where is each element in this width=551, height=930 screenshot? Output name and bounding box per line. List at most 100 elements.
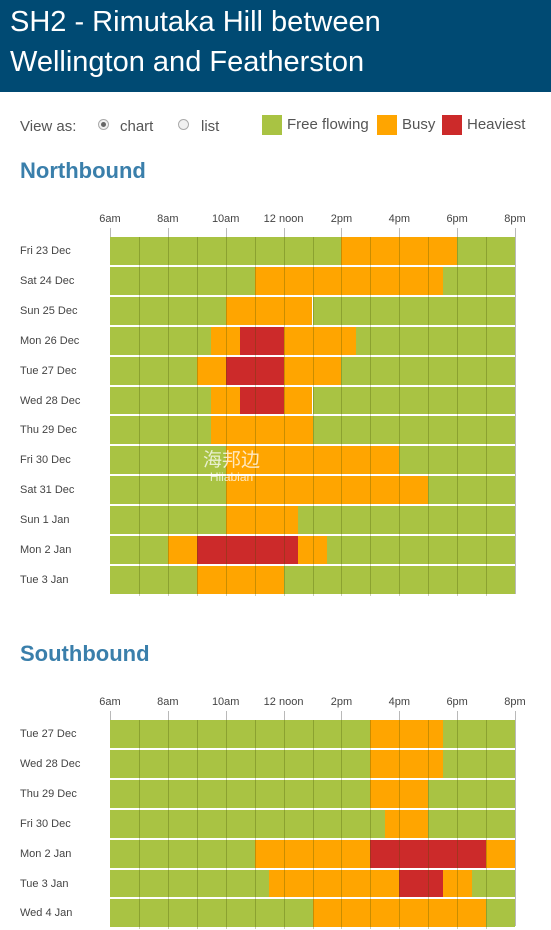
traffic-cell-busy[interactable] xyxy=(269,869,400,900)
day-label: Tue 27 Dec xyxy=(20,728,77,740)
traffic-cell-heavy[interactable] xyxy=(399,869,443,900)
traffic-cell-free[interactable] xyxy=(110,749,371,780)
traffic-cell-free[interactable] xyxy=(298,506,515,536)
radio-chart-icon[interactable] xyxy=(98,119,109,130)
traffic-cell-free[interactable] xyxy=(312,296,515,327)
traffic-cell-busy[interactable] xyxy=(312,899,487,930)
traffic-cell-free[interactable] xyxy=(110,506,226,536)
hour-gridline xyxy=(283,720,285,930)
traffic-cell-free[interactable] xyxy=(399,446,515,477)
hour-gridline xyxy=(254,237,256,596)
traffic-cell-free[interactable] xyxy=(110,356,197,387)
row-separator xyxy=(110,384,515,387)
traffic-cell-heavy[interactable] xyxy=(240,386,284,417)
traffic-cell-busy[interactable] xyxy=(298,536,327,566)
day-label: Mon 2 Jan xyxy=(20,847,72,860)
traffic-cell-free[interactable] xyxy=(442,749,515,780)
traffic-cell-free[interactable] xyxy=(471,869,515,900)
day-label: Wed 28 Dec xyxy=(20,757,81,770)
traffic-cell-busy[interactable] xyxy=(370,720,443,750)
traffic-cell-heavy[interactable] xyxy=(240,326,284,357)
traffic-cell-busy[interactable] xyxy=(283,356,342,387)
traffic-cell-busy[interactable] xyxy=(211,386,241,417)
page-header: SH2 - Rimutaka Hill between Wellington a… xyxy=(0,0,551,92)
traffic-cell-free[interactable] xyxy=(110,476,226,507)
traffic-cell-free[interactable] xyxy=(110,386,212,417)
traffic-cell-busy[interactable] xyxy=(341,237,458,267)
hour-gridline xyxy=(225,237,227,596)
traffic-cell-busy[interactable] xyxy=(167,536,197,566)
traffic-cell-free[interactable] xyxy=(283,565,515,596)
traffic-cell-free[interactable] xyxy=(355,326,515,357)
hour-gridline xyxy=(486,720,488,930)
traffic-cell-heavy[interactable] xyxy=(225,356,284,387)
traffic-cell-busy[interactable] xyxy=(283,386,313,417)
traffic-cell-free[interactable] xyxy=(312,416,515,447)
traffic-cell-free[interactable] xyxy=(341,356,515,387)
view-option-list[interactable]: list xyxy=(201,118,220,135)
hour-gridline xyxy=(312,237,314,596)
traffic-cell-busy[interactable] xyxy=(225,506,299,536)
traffic-cell-free[interactable] xyxy=(110,266,255,297)
traffic-cell-free[interactable] xyxy=(312,386,515,417)
traffic-cell-busy[interactable] xyxy=(211,416,313,447)
traffic-cell-free[interactable] xyxy=(486,899,515,930)
traffic-cell-free[interactable] xyxy=(110,839,255,870)
x-tick-label: 6pm xyxy=(446,696,468,708)
traffic-cell-free[interactable] xyxy=(110,536,168,566)
traffic-cell-busy[interactable] xyxy=(254,839,371,870)
traffic-cell-free[interactable] xyxy=(110,565,197,596)
traffic-cell-free[interactable] xyxy=(110,416,212,447)
traffic-cell-free[interactable] xyxy=(110,296,226,327)
traffic-cell-heavy[interactable] xyxy=(370,839,487,870)
row-separator xyxy=(110,324,515,327)
traffic-cell-free[interactable] xyxy=(457,237,515,267)
traffic-cell-free[interactable] xyxy=(442,266,515,297)
hour-gridline xyxy=(428,720,430,930)
traffic-cell-free[interactable] xyxy=(110,899,313,930)
row-separator xyxy=(110,444,515,447)
view-option-chart[interactable]: chart xyxy=(120,118,154,135)
traffic-cell-free[interactable] xyxy=(442,720,515,750)
traffic-cell-free[interactable] xyxy=(428,476,515,507)
day-label: Wed 28 Dec xyxy=(20,394,81,407)
traffic-cell-busy[interactable] xyxy=(225,476,429,507)
traffic-cell-busy[interactable] xyxy=(225,296,313,327)
row-separator xyxy=(110,747,515,750)
day-label: Sun 25 Dec xyxy=(20,304,78,317)
x-tick-label: 2pm xyxy=(330,696,353,708)
page-title-line2: Wellington and Featherston xyxy=(10,46,365,78)
traffic-cell-busy[interactable] xyxy=(211,326,241,357)
traffic-cell-free[interactable] xyxy=(110,237,342,267)
traffic-cell-free[interactable] xyxy=(110,446,226,477)
traffic-cell-free[interactable] xyxy=(110,779,371,810)
traffic-cell-busy[interactable] xyxy=(442,869,472,900)
traffic-cell-free[interactable] xyxy=(110,809,385,840)
hour-gridline xyxy=(254,720,256,930)
traffic-cell-free[interactable] xyxy=(326,536,515,566)
x-tick-label: 2pm xyxy=(330,213,353,225)
traffic-cell-free[interactable] xyxy=(428,809,515,840)
traffic-cell-busy[interactable] xyxy=(370,779,429,810)
traffic-cell-free[interactable] xyxy=(428,779,515,810)
traffic-cell-busy[interactable] xyxy=(254,266,443,297)
traffic-cell-busy[interactable] xyxy=(225,446,400,477)
traffic-cell-busy[interactable] xyxy=(384,809,429,840)
traffic-cell-heavy[interactable] xyxy=(196,536,299,566)
traffic-cell-free[interactable] xyxy=(110,326,212,357)
traffic-cell-busy[interactable] xyxy=(486,839,515,870)
row-separator xyxy=(110,504,515,507)
traffic-cell-free[interactable] xyxy=(110,869,270,900)
traffic-cell-free[interactable] xyxy=(110,720,371,750)
radio-list-icon[interactable] xyxy=(178,119,189,130)
legend-swatch-free xyxy=(262,115,282,135)
traffic-cell-busy[interactable] xyxy=(370,749,443,780)
row-separator xyxy=(110,294,515,297)
traffic-cell-busy[interactable] xyxy=(283,326,356,357)
traffic-cell-busy[interactable] xyxy=(196,356,226,387)
row-separator xyxy=(110,777,515,780)
row-separator xyxy=(110,474,515,477)
traffic-cell-busy[interactable] xyxy=(196,565,284,596)
x-tick-label: 10am xyxy=(211,213,240,225)
hour-gridline xyxy=(167,237,169,596)
